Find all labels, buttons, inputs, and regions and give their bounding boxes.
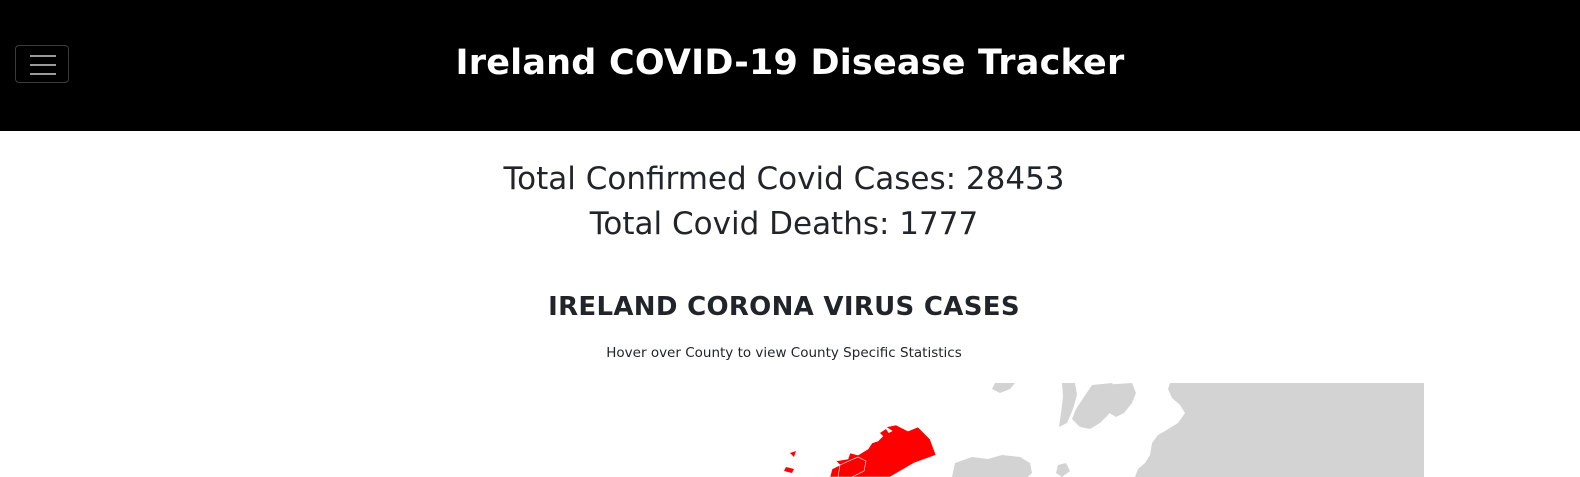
land-northern-ireland [952,455,1032,477]
map-section-title: IRELAND CORONA VIRUS CASES [548,292,1020,322]
county-mayo-fragment[interactable] [784,467,794,473]
total-cases-text: Total Confirmed Covid Cases: 28453 [503,161,1065,197]
map-svg [784,383,1424,477]
ireland-county-map[interactable] [740,383,1424,477]
map-hover-hint: Hover over County to view County Specifi… [606,345,962,361]
total-deaths-text: Total Covid Deaths: 1777 [589,206,979,242]
land-scotland-peninsula [1059,383,1077,427]
page-title: Ireland COVID-19 Disease Tracker [455,43,1125,83]
land-isle-of-man [1056,463,1070,477]
county-leitrim-fragment[interactable] [880,429,890,437]
hamburger-menu-icon [30,55,56,75]
county-donegal-inner[interactable] [837,456,867,477]
land-great-britain [1135,383,1424,477]
menu-toggle-button[interactable] [15,45,69,83]
land-northern-island [992,383,1015,393]
top-navbar: Ireland COVID-19 Disease Tracker [0,0,1580,131]
county-sligo-fragment[interactable] [790,451,796,457]
land-scotland-island [1102,383,1136,417]
